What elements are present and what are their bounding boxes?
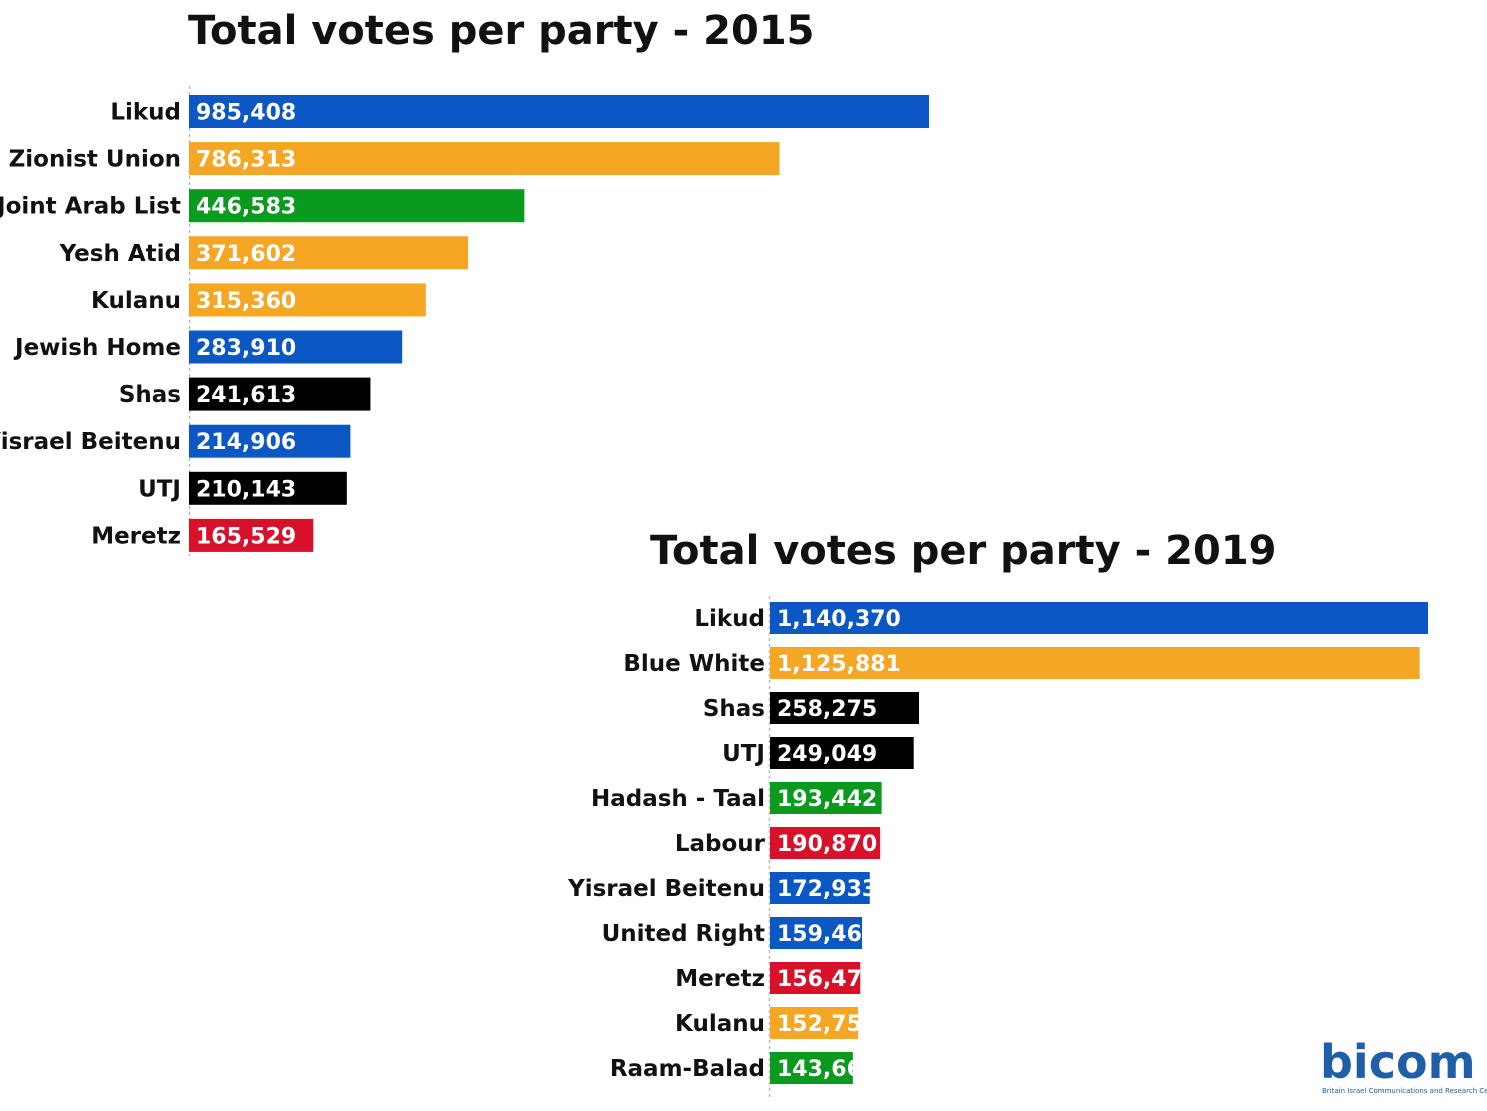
category-label-jewish-home: Jewish Home — [13, 335, 181, 361]
chart-title-2019: Total votes per party - 2019 — [650, 528, 1276, 574]
bar-shas — [770, 692, 920, 724]
bar-likud — [770, 602, 1428, 634]
bar-yisrael-beitenu — [770, 872, 870, 904]
chart-2019: Total votes per party - 2019 Likud 1,140,… — [567, 528, 1428, 1100]
value-label-labour: 190,870 — [777, 832, 877, 857]
value-label-shas: 258,275 — [777, 697, 877, 722]
bar-blue-white — [770, 647, 1420, 679]
value-label-likud: 985,408 — [196, 101, 296, 126]
value-label-raam-balad: 143,666 — [777, 1057, 877, 1082]
value-label-yesh-atid: 371,602 — [196, 242, 296, 267]
category-label-shas: Shas — [119, 382, 181, 408]
value-label-likud: 1,140,370 — [777, 607, 901, 632]
bars-2015: Likud 985,408 Zionist Union 786,313 Joint Ar… — [0, 95, 929, 552]
bar-meretz — [189, 518, 314, 552]
bar-hadash-taal — [770, 782, 882, 814]
category-label-zionist-union: Zionist Union — [9, 147, 181, 173]
category-label-yisrael-beitenu: Yisrael Beitenu — [567, 876, 765, 902]
value-label-meretz: 165,529 — [196, 524, 296, 549]
bar-yesh-atid — [189, 236, 469, 270]
category-label-united-right: United Right — [602, 921, 765, 947]
bar-jewish-home — [189, 330, 403, 364]
bar-kulanu — [770, 1007, 859, 1039]
category-label-raam-balad: Raam-Balad — [610, 1056, 765, 1082]
bar-kulanu — [189, 283, 426, 317]
bar-yisrael-beitenu — [189, 424, 351, 458]
category-label-meretz: Meretz — [91, 523, 181, 549]
category-label-hadash-taal: Hadash - Taal — [591, 786, 765, 812]
logo-tagline: Britain Israel Communications and Resear… — [1322, 1087, 1487, 1095]
value-label-meretz: 156,473 — [777, 967, 877, 992]
bar-joint-arab-list — [189, 189, 525, 223]
bar-utj — [770, 737, 914, 769]
category-label-blue-white: Blue White — [623, 651, 765, 677]
value-label-kulanu: 152,756 — [777, 1012, 877, 1037]
value-label-yisrael-beitenu: 214,906 — [196, 430, 296, 455]
bar-shas — [189, 377, 371, 411]
category-label-yesh-atid: Yesh Atid — [59, 241, 181, 267]
value-label-hadash-taal: 193,442 — [777, 787, 877, 812]
bicom-logo: bicom Britain Israel Communications and … — [1320, 1035, 1487, 1095]
value-label-zionist-union: 786,313 — [196, 148, 296, 173]
category-label-labour: Labour — [675, 831, 766, 857]
category-label-shas: Shas — [703, 696, 765, 722]
value-label-kulanu: 315,360 — [196, 289, 296, 314]
bar-raam-balad — [770, 1052, 853, 1084]
bar-likud — [189, 95, 929, 128]
category-label-likud: Likud — [694, 606, 765, 632]
bar-labour — [770, 827, 881, 859]
logo-wordmark: bicom — [1320, 1035, 1476, 1089]
category-label-utj: UTJ — [138, 476, 181, 502]
bar-meretz — [770, 962, 861, 994]
chart-2015: Total votes per party - 2015 Likud 985,40… — [0, 8, 929, 556]
category-label-utj: UTJ — [722, 741, 765, 767]
bar-zionist-union — [189, 142, 780, 176]
value-label-jewish-home: 283,910 — [196, 336, 296, 361]
value-label-blue-white: 1,125,881 — [777, 652, 901, 677]
category-label-joint-arab-list: Joint Arab List — [0, 194, 181, 220]
chart-title-2015: Total votes per party - 2015 — [188, 8, 814, 54]
bar-united-right — [770, 917, 863, 949]
value-label-joint-arab-list: 446,583 — [196, 195, 296, 220]
category-label-likud: Likud — [110, 100, 181, 126]
value-label-utj: 249,049 — [777, 742, 877, 767]
bar-utj — [189, 471, 347, 505]
category-label-meretz: Meretz — [675, 966, 765, 992]
value-label-united-right: 159,468 — [777, 922, 877, 947]
category-label-kulanu: Kulanu — [91, 288, 181, 314]
value-label-utj: 210,143 — [196, 477, 296, 502]
value-label-shas: 241,613 — [196, 383, 296, 408]
category-label-yisrael-beitenu: Yisrael Beitenu — [0, 429, 181, 455]
bars-2019: Likud 1,140,370 Blue White 1,125,881 Shas 258… — [567, 602, 1428, 1084]
value-label-yisrael-beitenu: 172,933 — [777, 877, 877, 902]
category-label-kulanu: Kulanu — [675, 1011, 765, 1037]
